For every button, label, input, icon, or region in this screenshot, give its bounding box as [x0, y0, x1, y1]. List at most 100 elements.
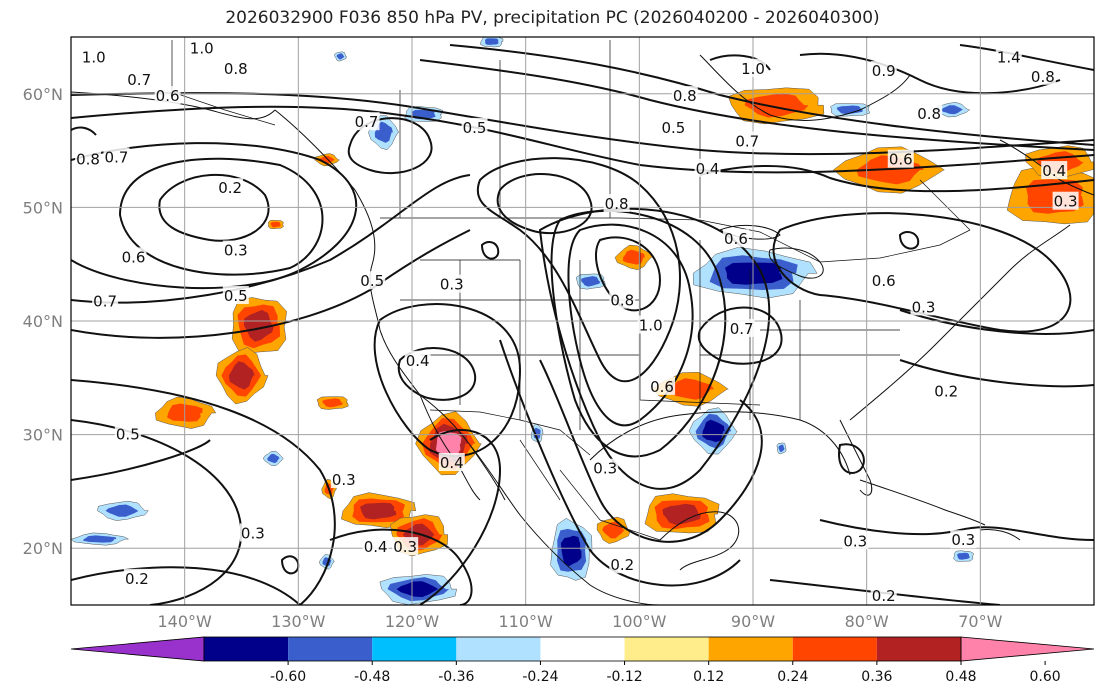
colorbar-extend-high	[960, 636, 1095, 662]
latitude-tick-label: 30°N	[23, 426, 63, 445]
colorbar-extend-low	[70, 636, 205, 662]
contour-label-text: 0.4	[440, 454, 464, 472]
contour-label-background	[933, 381, 960, 400]
colorbar-segment	[792, 637, 877, 661]
us-state-boundaries	[400, 240, 900, 430]
contour-label-text: 1.0	[741, 60, 765, 78]
precip-level-fill	[836, 105, 863, 115]
mexico-state-boundaries	[519, 439, 661, 541]
precip-level-fill	[360, 502, 397, 520]
pv-contour	[550, 209, 727, 458]
pv-contour	[373, 303, 522, 458]
contour-label-background	[222, 58, 249, 77]
precip-level-fill	[396, 581, 439, 598]
contour-label-background	[123, 568, 150, 587]
latitude-tick-label: 40°N	[23, 312, 63, 331]
contour-label-background	[461, 117, 488, 136]
colorbar-segment	[876, 637, 961, 661]
precip-level-fill	[668, 378, 714, 400]
contour-label-background	[103, 147, 130, 166]
contour-label: 0.3	[438, 274, 465, 294]
pv-contour	[397, 347, 477, 401]
contour-label-text: 0.6	[724, 230, 748, 248]
pv-contour	[118, 157, 324, 276]
precip-level-fill	[581, 276, 601, 287]
longitude-tick-labels: 140°W 130°W 120°W 110°W 100°W 90°W 80°W 70°W	[157, 612, 1002, 631]
contour-label: 0.8	[603, 193, 630, 213]
contour-label-background	[120, 247, 147, 266]
contour-label-text: 0.4	[1042, 162, 1066, 180]
precip-anomaly-region	[953, 550, 974, 562]
contour-label-background	[995, 47, 1022, 66]
contour-label: 0.7	[353, 112, 380, 131]
coastline-cuba	[859, 479, 986, 526]
contour-label: 0.4	[1041, 161, 1068, 180]
precip-anomaly-region	[215, 347, 269, 405]
contour-label-background	[126, 70, 153, 89]
contour-label-text: 1.0	[82, 48, 106, 66]
pv-contour	[71, 439, 211, 481]
precip-level-fill	[702, 419, 725, 443]
contour-label-background	[75, 149, 102, 168]
contour-label-text: 0.2	[125, 570, 149, 588]
contour-label-background	[80, 47, 107, 66]
longitude-tick-label: 120°W	[385, 612, 440, 631]
contour-label-text: 0.6	[872, 272, 896, 290]
contour-label-background	[392, 537, 419, 556]
contour-label-text: 0.2	[934, 382, 958, 400]
contour-label-background	[694, 158, 721, 177]
contour-label-background	[222, 286, 249, 305]
coastline-gulf-of-california	[469, 444, 506, 501]
map-frame	[70, 36, 1095, 606]
precip-level-fill	[83, 535, 117, 543]
contour-label-text: 0.5	[360, 272, 384, 290]
contour-label: 0.3	[950, 530, 977, 549]
contour-label: 0.3	[842, 531, 869, 550]
pv-contour	[819, 519, 1094, 541]
contour-label-text: 0.3	[912, 298, 936, 316]
contour-label-text: 0.2	[610, 556, 634, 574]
pv-contour	[449, 44, 1094, 146]
contour-label-text: 0.8	[1031, 68, 1055, 86]
longitude-tick-label: 140°W	[157, 612, 212, 631]
contour-label: 0.6	[870, 271, 897, 290]
colorbar-segment	[288, 637, 373, 661]
precip-anomaly-region	[231, 297, 287, 353]
colorbar-tick-label: -0.48	[354, 669, 390, 685]
contour-label-background	[92, 291, 119, 310]
contour-label-background	[722, 229, 749, 248]
contour-label: 0.3	[592, 458, 619, 478]
pv-contour	[899, 309, 1094, 335]
precip-level-fill	[940, 105, 963, 115]
pv-contour	[499, 339, 741, 587]
contour-label: 0.8	[1029, 66, 1056, 86]
contour-label: 1.0	[637, 315, 664, 335]
colorbar-tick-label: -0.60	[270, 669, 306, 685]
contour-label: 0.6	[120, 247, 147, 266]
precip-anomaly-region	[379, 574, 458, 605]
precip-level-fill	[662, 503, 702, 526]
contour-label: 0.3	[1052, 191, 1079, 211]
contour-label: 0.2	[870, 585, 897, 605]
contour-label: 0.4	[438, 453, 465, 472]
pv-contour	[898, 231, 920, 250]
pv-contour-labels: 1.0 1.0 0.8 0.7 0.6 0.7 0.5 0.8 0.5 0.7 0.4 1.0 0.9 0…	[75, 38, 1079, 605]
contour-label: 0.7	[734, 131, 761, 151]
contour-label-background	[603, 193, 630, 212]
contour-label: 0.7	[728, 318, 755, 338]
contour-label-text: 1.0	[190, 39, 214, 57]
precip-anomaly-region	[334, 51, 347, 62]
contour-label-text: 0.7	[355, 113, 379, 131]
contour-label-background	[330, 470, 357, 489]
coastline-north-america-pacific	[274, 109, 661, 605]
pv-contour	[71, 105, 1094, 174]
coastline-alaska	[71, 91, 276, 120]
contour-label-text: 0.7	[105, 148, 129, 166]
contour-label-text: 0.6	[650, 378, 674, 396]
map-title: 2026032900 F036 850 hPa PV, precipitatio…	[225, 8, 880, 28]
contour-label: 0.6	[154, 86, 181, 105]
precip-anomaly-region	[268, 219, 284, 229]
colorbar-segment	[624, 637, 709, 661]
colorbar-segment	[456, 637, 541, 661]
pv-contour	[496, 173, 593, 235]
